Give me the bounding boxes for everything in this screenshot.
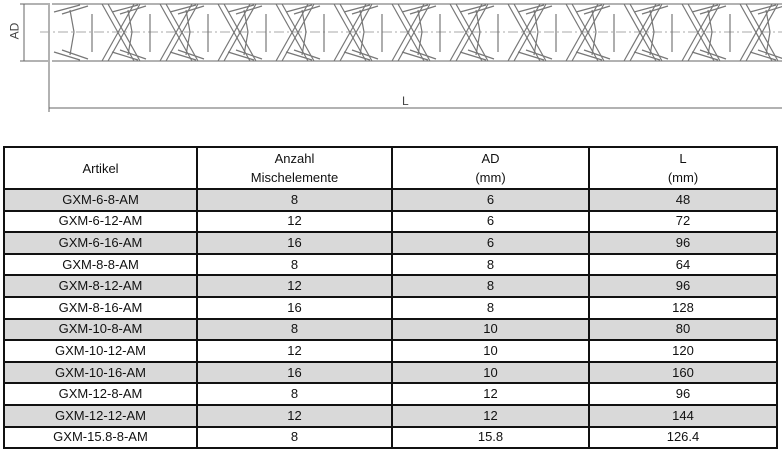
table-row: GXM-12-12-AM 12 12 144: [3, 403, 778, 428]
table-cell: 8: [196, 317, 393, 342]
table-cell: 8: [196, 425, 393, 450]
table-cell: 16: [196, 295, 393, 320]
table-cell: GXM-6-12-AM: [3, 209, 198, 234]
header-line1: Artikel: [82, 160, 119, 176]
table-cell: 12: [391, 403, 590, 428]
table-cell: GXM-12-12-AM: [3, 403, 198, 428]
table-cell: 8: [391, 252, 590, 277]
mixer-drawing: [20, 3, 782, 112]
table-cell: GXM-6-8-AM: [3, 188, 198, 212]
table-cell: 126.4: [588, 425, 778, 450]
table-cell: 96: [588, 231, 778, 255]
table-cell: 160: [588, 360, 778, 385]
table-cell: 8: [196, 188, 393, 212]
table-cell: GXM-10-16-AM: [3, 360, 198, 385]
column-header: AD (mm): [391, 146, 590, 190]
table-cell: 6: [391, 231, 590, 255]
table-cell: 72: [588, 209, 778, 234]
table-cell: 12: [196, 274, 393, 298]
table-cell: GXM-15.8-8-AM: [3, 425, 198, 450]
table-cell: 15.8: [391, 425, 590, 450]
table-cell: 12: [196, 209, 393, 234]
table-cell: GXM-10-12-AM: [3, 339, 198, 363]
header-line2: (mm): [667, 170, 699, 185]
table-cell: 64: [588, 252, 778, 277]
column-header: Artikel: [3, 146, 198, 190]
table-row: GXM-10-16-AM 16 10 160: [3, 360, 778, 385]
table-cell: 8: [391, 295, 590, 320]
table-cell: 8: [196, 382, 393, 406]
table-cell: 16: [196, 231, 393, 255]
table-row: GXM-6-12-AM 12 6 72: [3, 209, 778, 234]
mixing-elements: [53, 3, 782, 62]
table-cell: 12: [391, 382, 590, 406]
ad-label: AD: [7, 22, 22, 40]
table-cell: 96: [588, 382, 778, 406]
table-cell: 12: [196, 339, 393, 363]
table-row: GXM-6-16-AM 16 6 96: [3, 231, 778, 255]
table-cell: GXM-8-16-AM: [3, 295, 198, 320]
table-cell: 96: [588, 274, 778, 298]
l-label: L: [402, 94, 409, 108]
table-cell: 6: [391, 188, 590, 212]
column-header: Anzahl Mischelemente: [196, 146, 393, 190]
table-cell: 8: [196, 252, 393, 277]
header-line2: (mm): [475, 170, 506, 185]
table-row: GXM-8-16-AM 16 8 128: [3, 295, 778, 320]
table-row: GXM-6-8-AM 8 6 48: [3, 188, 778, 212]
table-row: GXM-10-12-AM 12 10 120: [3, 339, 778, 363]
table-cell: GXM-8-8-AM: [3, 252, 198, 277]
table-cell: GXM-6-16-AM: [3, 231, 198, 255]
header-line1: AD: [481, 151, 500, 166]
header-line2: Mischelemente: [250, 170, 339, 185]
table-cell: 10: [391, 339, 590, 363]
column-header: L (mm): [588, 146, 778, 190]
table-cell: 10: [391, 317, 590, 342]
table-cell: 8: [391, 274, 590, 298]
table-row: GXM-8-12-AM 12 8 96: [3, 274, 778, 298]
table-row: GXM-15.8-8-AM 8 15.8 126.4: [3, 425, 778, 450]
table-cell: 6: [391, 209, 590, 234]
table-row: GXM-10-8-AM 8 10 80: [3, 317, 778, 342]
table-cell: 128: [588, 295, 778, 320]
table-cell: 10: [391, 360, 590, 385]
table-cell: 120: [588, 339, 778, 363]
table-cell: GXM-8-12-AM: [3, 274, 198, 298]
header-line1: L: [679, 151, 687, 166]
product-table: Artikel Anzahl Mischelemente AD (mm) L (mm) GX…: [3, 146, 778, 450]
table-cell: 144: [588, 403, 778, 428]
table-row: GXM-12-8-AM 8 12 96: [3, 382, 778, 406]
table-cell: 48: [588, 188, 778, 212]
table-row: GXM-8-8-AM 8 8 64: [3, 252, 778, 277]
table-cell: 12: [196, 403, 393, 428]
table-cell: 16: [196, 360, 393, 385]
table-cell: 80: [588, 317, 778, 342]
table-cell: GXM-10-8-AM: [3, 317, 198, 342]
header-line1: Anzahl: [274, 151, 315, 166]
table-cell: GXM-12-8-AM: [3, 382, 198, 406]
